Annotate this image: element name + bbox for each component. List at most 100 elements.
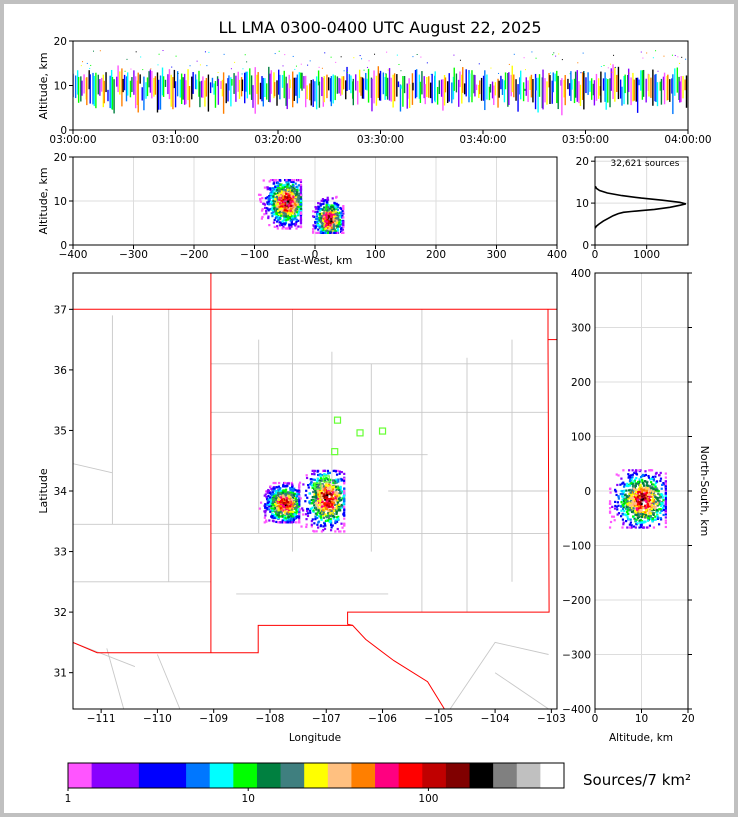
altitude-ns-density-cell <box>654 481 658 485</box>
ew-density-cell <box>289 196 292 200</box>
ew-density-cell <box>280 190 283 193</box>
plan-view-density-cell <box>320 484 324 487</box>
plan-view-density-cell <box>296 504 299 507</box>
time-height-source-point <box>363 69 365 71</box>
time-height-source-point <box>189 65 191 67</box>
plan-view-density-cell <box>272 497 275 501</box>
time-height-source-point <box>657 70 659 72</box>
altitude-ns-density-cell <box>636 491 640 494</box>
altitude-ns-density-cell <box>625 519 628 523</box>
ew-density-cell <box>335 219 338 222</box>
plan-view-density-cell <box>282 492 286 495</box>
ew-density-cell <box>275 211 278 215</box>
plan-view-density-cell <box>277 498 280 502</box>
time-height-source-point <box>652 57 654 59</box>
altitude-ns-density-cell <box>651 499 654 502</box>
altitude-ns-density-cell <box>643 480 647 483</box>
altitude-ns-density-cell <box>616 483 619 487</box>
time-height-source-point <box>162 50 164 52</box>
ew-density-cell <box>297 219 300 222</box>
ew-density-cell <box>266 188 269 191</box>
ew-density-cell <box>268 196 271 199</box>
ew-density-cell <box>317 213 320 216</box>
altitude-ns-density-cell <box>664 489 667 492</box>
ew-density-cell <box>315 231 318 234</box>
altitude-ns-density-cell <box>659 518 663 521</box>
altitude-ns-density-cell <box>643 495 646 499</box>
altitude-ns-density-cell <box>635 507 638 510</box>
ew-density-cell <box>287 184 290 187</box>
plan-view-density-cell <box>328 505 331 508</box>
ew-density-cell <box>325 220 329 223</box>
colorbar-swatch <box>162 763 187 788</box>
altitude-ns-density-cell <box>642 507 645 510</box>
altitude-ns-density-cell <box>626 526 629 529</box>
plan-view-density-cell <box>316 516 319 520</box>
altitude-ns-density-cell <box>630 494 633 498</box>
altitude-ns-density-cell <box>637 507 640 510</box>
ew-density-cell <box>336 225 339 228</box>
time-height-source-point <box>498 72 500 74</box>
ew-density-cell <box>272 221 276 224</box>
altitude-ns-density-cell <box>628 501 631 505</box>
plan-view-density-cell <box>294 516 297 519</box>
altitude-ns-density-cell <box>636 516 639 520</box>
altitude-ns-density-cell <box>651 475 655 479</box>
ew-density-cell <box>282 196 285 199</box>
plan-view-density-cell <box>270 507 273 510</box>
ew-density-cell <box>312 224 315 227</box>
plan-view-density-cell <box>324 504 327 507</box>
plan-view-density-cell <box>325 482 328 485</box>
ew-density-cell <box>280 205 284 208</box>
plan-view-density-cell <box>277 501 280 505</box>
plan-view-density-cell <box>271 493 274 496</box>
altitude-ns-ytick-label: −400 <box>562 704 591 716</box>
plan-view-density-cell <box>336 518 339 521</box>
time-height-source-point <box>126 58 128 60</box>
plan-view-density-cell <box>317 497 320 500</box>
altitude-ns-density-cell <box>625 510 629 514</box>
plan-view-density-cell <box>259 501 263 504</box>
altitude-ns-density-cell <box>628 492 631 495</box>
ew-density-cell <box>333 207 336 211</box>
ew-density-cell <box>330 211 333 214</box>
histogram-xtick-label: 1000 <box>633 249 660 261</box>
ew-density-cell <box>273 218 276 222</box>
plan-view-density-cell <box>338 507 341 510</box>
altitude-ns-xtick-label: 20 <box>681 713 694 725</box>
plan-view-density-cell <box>280 491 283 495</box>
time-height-source-point <box>368 60 370 62</box>
altitude-ns-density-cell <box>628 523 631 526</box>
plan-view-density-cell <box>327 487 331 490</box>
plan-view-ytick-label: 36 <box>54 365 68 377</box>
plan-view-density-cell <box>322 491 325 494</box>
altitude-ns-density-cell <box>639 506 642 509</box>
ew-density-cell <box>338 218 342 221</box>
altitude-ns-density-cell <box>622 504 625 507</box>
plan-view-density-cell <box>322 511 325 514</box>
colorbar-swatch <box>540 763 565 788</box>
ew-xtick-label: 100 <box>365 249 385 261</box>
altitude-ns-density-cell <box>623 483 626 486</box>
plan-view-density-cell <box>320 513 323 517</box>
altitude-ns-density-cell <box>639 483 642 486</box>
plan-view-density-cell <box>338 490 342 493</box>
altitude-ns-density-cell <box>647 512 651 515</box>
altitude-ns-density-cell <box>621 507 625 511</box>
ew-density-cell <box>320 221 323 224</box>
plan-view-density-cell <box>327 484 330 488</box>
ew-density-cell <box>278 196 282 199</box>
plan-view-density-cell <box>310 523 313 526</box>
ew-density-cell <box>319 207 322 211</box>
plan-view-density-cell <box>330 505 333 508</box>
altitude-ns-density-cell <box>616 501 620 504</box>
ew-density-cell <box>316 223 320 227</box>
plan-view-density-cell <box>332 496 335 500</box>
ew-density-cell <box>332 211 335 215</box>
plan-view-density-cell <box>292 493 295 496</box>
ew-density-cell <box>327 231 330 234</box>
ew-density-cell <box>335 217 339 220</box>
time-height-source-point <box>640 51 642 53</box>
plan-view-density-cell <box>269 485 272 488</box>
ew-density-cell <box>293 202 296 205</box>
